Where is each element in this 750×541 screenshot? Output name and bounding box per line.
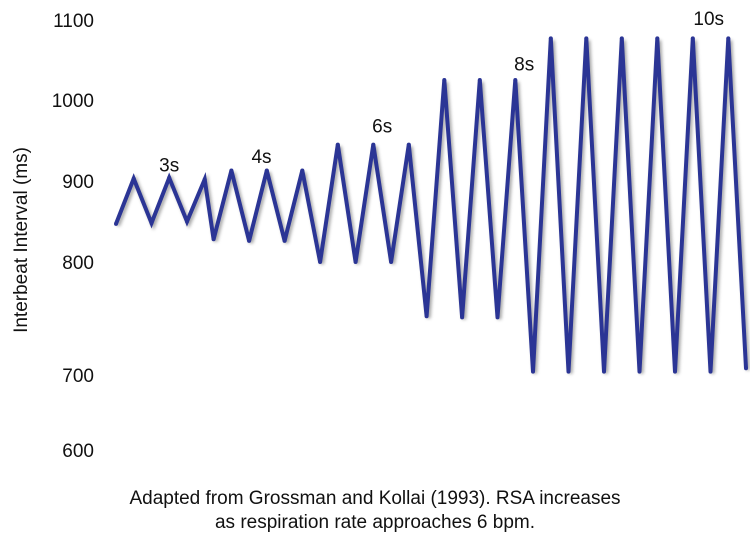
data-point [264,168,269,173]
data-point [726,36,731,41]
y-tick-label: 900 [62,172,94,193]
data-point [318,260,323,264]
data-point [584,36,589,41]
period-annotation: 6s [372,116,392,137]
data-point [300,168,305,173]
data-point [406,142,411,147]
period-annotations: 3s 4s 6s 8s 10s [159,9,724,177]
data-point [353,260,358,264]
data-point [335,142,340,147]
data-point [566,369,571,374]
period-annotation: 4s [251,147,271,168]
data-point [229,168,234,173]
data-point [513,78,518,82]
data-point [477,78,482,82]
data-point [495,315,500,320]
data-point [548,36,553,41]
data-point [202,177,207,182]
caption-line-2: as respiration rate approaches 6 bpm. [214,512,535,533]
data-point [167,175,172,180]
period-annotation: 10s [693,9,724,30]
y-axis-ticks: 1100 1000 900 800 700 600 [52,11,94,462]
y-tick-label: 700 [62,366,94,387]
y-axis-label: Interbeat Interval (ms) [11,147,32,333]
data-point [708,369,713,374]
caption-line-1: Adapted from Grossman and Kollai (1993).… [129,488,621,509]
data-point [211,237,216,242]
data-point [247,238,252,243]
period-annotation: 8s [514,54,534,75]
data-point [619,36,624,41]
y-tick-label: 800 [62,253,94,274]
data-point [460,315,465,320]
period-annotation: 3s [159,155,179,176]
data-point [673,369,677,374]
data-point [442,78,447,82]
data-points [114,36,748,374]
data-point [131,176,136,181]
data-point [690,36,695,41]
data-point [531,369,535,374]
data-point [282,238,287,243]
data-point [185,219,189,224]
series-line [114,38,748,372]
data-point [114,221,118,226]
y-tick-label: 1100 [53,11,94,32]
y-tick-label: 600 [62,441,94,462]
y-tick-label: 1000 [52,91,94,112]
data-point [371,142,376,147]
data-point [637,369,642,374]
data-point [149,221,154,226]
data-point [602,369,606,374]
data-point [389,260,394,264]
data-point [744,366,748,371]
data-point [424,314,429,319]
data-point [655,36,660,41]
